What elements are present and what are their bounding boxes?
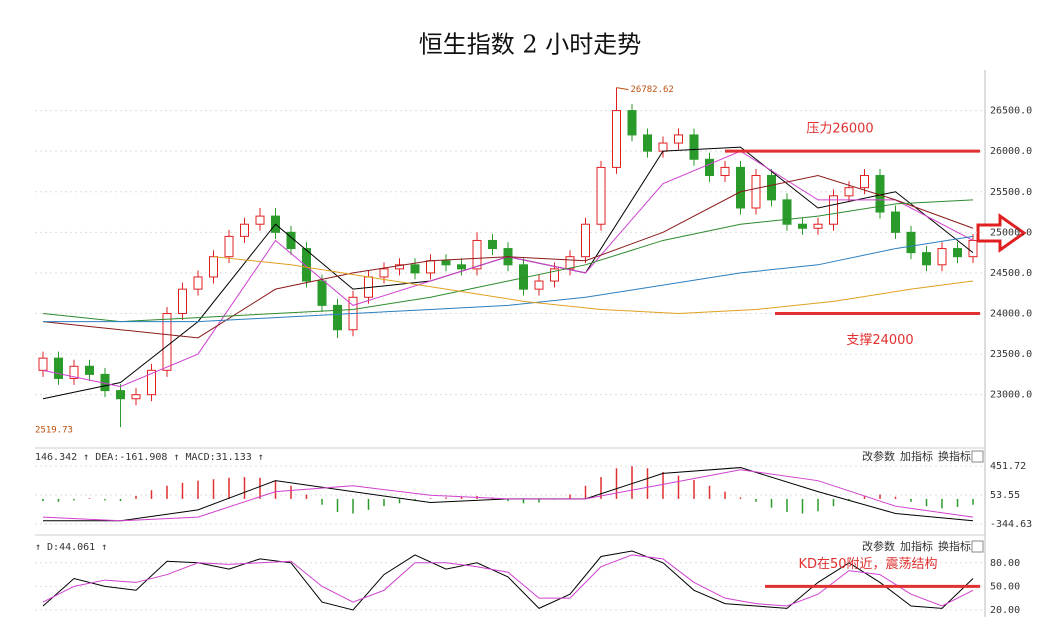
candle-body [550, 268, 559, 282]
candle-body [457, 264, 466, 270]
candle-body [844, 187, 854, 197]
candle-body [658, 142, 668, 152]
candle-body [410, 264, 420, 274]
y-tick-label: 50.00 [990, 581, 1020, 592]
candle-body [627, 110, 637, 136]
candle-body [333, 304, 342, 331]
candle-body [922, 252, 931, 266]
y-tick-label: 20.00 [990, 605, 1020, 616]
candle-body [906, 231, 916, 254]
candle-body [255, 215, 265, 225]
indicator-line [42, 554, 974, 607]
indicator-line [213, 256, 974, 315]
candle-body [596, 166, 606, 225]
chart-title: 恒生指数 2 小时走势 [419, 31, 642, 59]
candle-body [736, 166, 745, 209]
candle-body [689, 134, 699, 160]
low-label: 2519.73 [35, 426, 73, 436]
candle-body [612, 110, 621, 168]
candle-body [720, 166, 730, 177]
candle-body [54, 357, 63, 379]
candle-body [426, 260, 435, 274]
candle-body [643, 134, 652, 152]
candle-body [565, 256, 575, 270]
high-label: 26782.62 [631, 85, 674, 95]
panel-header: 146.342 ↑ DEA:-161.908 ↑ MACD:31.133 ↑ [35, 452, 264, 463]
candle-body [379, 268, 389, 278]
candle-body [302, 248, 311, 282]
candle-body [860, 175, 869, 189]
candle-body [224, 235, 234, 258]
candle-body [968, 239, 978, 258]
candle-body [162, 313, 172, 371]
panel-button[interactable]: 改参数 [862, 539, 895, 553]
indicator-line [42, 175, 974, 339]
candle-body [705, 158, 714, 177]
candle-body [581, 223, 590, 258]
candle-body [85, 365, 94, 375]
annotation-label: KD在50附近，震荡结构 [798, 557, 937, 572]
candle-body [147, 369, 156, 396]
annotation-label: 支撑24000 [846, 333, 913, 348]
panel-button[interactable]: 换指标 [938, 539, 971, 553]
y-tick-label: 25500.0 [990, 187, 1032, 198]
candle-body [317, 280, 327, 306]
y-tick-label: 53.55 [990, 490, 1020, 501]
indicator-line [42, 469, 974, 522]
candle-body [782, 199, 792, 225]
candle-body [798, 223, 807, 229]
candle-body [193, 276, 203, 290]
panel-button[interactable]: 换指标 [938, 449, 971, 463]
candle-body [937, 248, 947, 266]
candle-body [441, 260, 451, 266]
y-tick-label: 24500.0 [990, 268, 1032, 279]
y-tick-label: -344.63 [990, 519, 1032, 530]
candle-body [488, 239, 497, 250]
y-tick-label: 26000.0 [990, 146, 1032, 157]
indicator-line [42, 199, 974, 323]
candle-body [38, 357, 48, 371]
candle-body [240, 223, 249, 237]
y-tick-label: 23000.0 [990, 390, 1032, 401]
y-tick-label: 26500.0 [990, 106, 1032, 117]
candle-body [891, 211, 900, 233]
candle-body [953, 248, 962, 258]
high-pointer [616, 87, 629, 91]
candle-body [534, 280, 544, 290]
candle-body [767, 175, 776, 201]
y-tick-label: 24000.0 [990, 309, 1032, 320]
candle-body [674, 134, 683, 144]
panel-button[interactable]: 加指标 [900, 449, 933, 463]
close-button[interactable] [971, 450, 984, 463]
close-button[interactable] [971, 540, 984, 553]
candle-body [395, 264, 404, 270]
candle-body [116, 390, 125, 400]
candle-body [69, 365, 79, 379]
y-tick-label: 25000.0 [990, 227, 1032, 238]
candle-body [751, 175, 761, 209]
annotation-label: 压力26000 [806, 122, 873, 137]
panel-header: ↑ D:44.061 ↑ [35, 542, 107, 553]
panel-button[interactable]: 加指标 [900, 539, 933, 553]
candle-body [178, 288, 187, 315]
y-tick-label: 80.00 [990, 558, 1020, 569]
y-tick-label: 23500.0 [990, 349, 1032, 360]
indicator-line [43, 235, 974, 323]
candle-body [813, 223, 823, 229]
candle-body [131, 394, 141, 400]
candle-body [829, 195, 838, 225]
arrow [976, 213, 1027, 253]
panel-button[interactable]: 改参数 [862, 449, 895, 463]
candle-body [472, 239, 482, 270]
y-tick-label: 451.72 [990, 461, 1026, 472]
candle-body [209, 256, 218, 278]
